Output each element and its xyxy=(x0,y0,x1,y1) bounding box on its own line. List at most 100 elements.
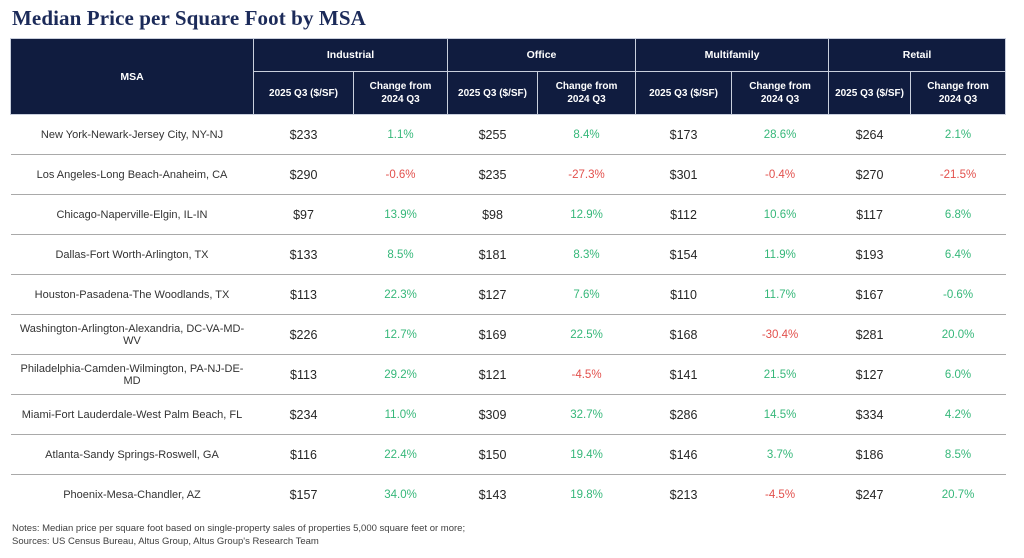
subheader-office-change: Change from 2024 Q3 xyxy=(537,71,637,115)
office-change: 7.6% xyxy=(537,274,636,315)
column-group-retail: Retail xyxy=(828,38,1007,72)
office-price: $143 xyxy=(447,474,538,515)
industrial-change: 1.1% xyxy=(353,114,448,155)
column-header-msa: MSA xyxy=(10,38,254,115)
retail-change: 4.2% xyxy=(910,394,1006,435)
table-body: New York-Newark-Jersey City, NY-NJ $233 1.… xyxy=(10,114,1006,515)
industrial-price: $97 xyxy=(253,194,354,235)
multifamily-price: $110 xyxy=(635,274,732,315)
multifamily-change: 11.9% xyxy=(731,234,829,275)
table-row: New York-Newark-Jersey City, NY-NJ $233 1.… xyxy=(10,114,1006,155)
table-row: Los Angeles-Long Beach-Anaheim, CA $290 -0… xyxy=(10,154,1006,195)
industrial-price: $113 xyxy=(253,354,354,395)
office-price: $98 xyxy=(447,194,538,235)
msa-name: Atlanta-Sandy Springs-Roswell, GA xyxy=(10,434,254,475)
office-price: $121 xyxy=(447,354,538,395)
retail-price: $127 xyxy=(828,354,911,395)
column-group-office: Office xyxy=(447,38,637,72)
subheader-industrial-price: 2025 Q3 ($/SF) xyxy=(253,71,354,115)
retail-change: 20.7% xyxy=(910,474,1006,515)
retail-price: $186 xyxy=(828,434,911,475)
industrial-change: 22.3% xyxy=(353,274,448,315)
retail-price: $247 xyxy=(828,474,911,515)
multifamily-price: $286 xyxy=(635,394,732,435)
multifamily-change: -4.5% xyxy=(731,474,829,515)
msa-name: Miami-Fort Lauderdale-West Palm Beach, F… xyxy=(10,394,254,435)
industrial-change: 12.7% xyxy=(353,314,448,355)
office-price: $181 xyxy=(447,234,538,275)
multifamily-price: $168 xyxy=(635,314,732,355)
office-price: $235 xyxy=(447,154,538,195)
multifamily-price: $213 xyxy=(635,474,732,515)
office-change: 8.3% xyxy=(537,234,636,275)
retail-change: -21.5% xyxy=(910,154,1006,195)
page-title: Median Price per Square Foot by MSA xyxy=(12,6,366,30)
industrial-price: $234 xyxy=(253,394,354,435)
multifamily-change: -0.4% xyxy=(731,154,829,195)
subheader-retail-price: 2025 Q3 ($/SF) xyxy=(828,71,912,115)
table-row: Miami-Fort Lauderdale-West Palm Beach, F… xyxy=(10,394,1006,435)
subheader-office-price: 2025 Q3 ($/SF) xyxy=(447,71,539,115)
office-change: 19.8% xyxy=(537,474,636,515)
industrial-price: $113 xyxy=(253,274,354,315)
multifamily-change: 10.6% xyxy=(731,194,829,235)
industrial-change: 11.0% xyxy=(353,394,448,435)
sources-line: Sources: US Census Bureau, Altus Group, … xyxy=(12,536,319,547)
msa-name: Los Angeles-Long Beach-Anaheim, CA xyxy=(10,154,254,195)
multifamily-change: 21.5% xyxy=(731,354,829,395)
multifamily-price: $146 xyxy=(635,434,732,475)
subheader-multifamily-price: 2025 Q3 ($/SF) xyxy=(635,71,733,115)
office-price: $169 xyxy=(447,314,538,355)
column-group-multifamily: Multifamily xyxy=(635,38,830,72)
multifamily-change: -30.4% xyxy=(731,314,829,355)
office-price: $150 xyxy=(447,434,538,475)
office-price: $309 xyxy=(447,394,538,435)
retail-price: $117 xyxy=(828,194,911,235)
table-row: Atlanta-Sandy Springs-Roswell, GA $116 22.… xyxy=(10,434,1006,475)
retail-price: $281 xyxy=(828,314,911,355)
industrial-price: $116 xyxy=(253,434,354,475)
industrial-price: $290 xyxy=(253,154,354,195)
office-price: $127 xyxy=(447,274,538,315)
msa-name: Phoenix-Mesa-Chandler, AZ xyxy=(10,474,254,515)
office-change: -4.5% xyxy=(537,354,636,395)
multifamily-change: 3.7% xyxy=(731,434,829,475)
retail-price: $167 xyxy=(828,274,911,315)
office-price: $255 xyxy=(447,114,538,155)
table-row: Houston-Pasadena-The Woodlands, TX $113 22… xyxy=(10,274,1006,315)
retail-price: $264 xyxy=(828,114,911,155)
industrial-change: 34.0% xyxy=(353,474,448,515)
office-change: 32.7% xyxy=(537,394,636,435)
multifamily-price: $141 xyxy=(635,354,732,395)
retail-price: $334 xyxy=(828,394,911,435)
footnotes: Notes: Median price per square foot base… xyxy=(12,522,1005,549)
office-change: 19.4% xyxy=(537,434,636,475)
industrial-change: 8.5% xyxy=(353,234,448,275)
table-row: Philadelphia-Camden-Wilmington, PA-NJ-DE… xyxy=(10,354,1006,395)
multifamily-change: 14.5% xyxy=(731,394,829,435)
table-row: Dallas-Fort Worth-Arlington, TX $133 8.5% $… xyxy=(10,234,1006,275)
industrial-price: $133 xyxy=(253,234,354,275)
msa-name: Houston-Pasadena-The Woodlands, TX xyxy=(10,274,254,315)
office-change: 22.5% xyxy=(537,314,636,355)
multifamily-price: $301 xyxy=(635,154,732,195)
table-row: Washington-Arlington-Alexandria, DC-VA-M… xyxy=(10,314,1006,355)
office-change: 12.9% xyxy=(537,194,636,235)
retail-change: -0.6% xyxy=(910,274,1006,315)
subheader-retail-change: Change from 2024 Q3 xyxy=(910,71,1007,115)
table-row: Phoenix-Mesa-Chandler, AZ $157 34.0% $143 19… xyxy=(10,474,1006,515)
table-header: MSA Industrial Office Multifamily Retail… xyxy=(10,38,1007,115)
msa-name: Dallas-Fort Worth-Arlington, TX xyxy=(10,234,254,275)
industrial-price: $226 xyxy=(253,314,354,355)
industrial-change: 22.4% xyxy=(353,434,448,475)
msa-name: Philadelphia-Camden-Wilmington, PA-NJ-DE… xyxy=(10,354,254,395)
msa-name: Chicago-Naperville-Elgin, IL-IN xyxy=(10,194,254,235)
industrial-change: 13.9% xyxy=(353,194,448,235)
msa-name: Washington-Arlington-Alexandria, DC-VA-M… xyxy=(10,314,254,355)
retail-price: $193 xyxy=(828,234,911,275)
industrial-price: $157 xyxy=(253,474,354,515)
multifamily-price: $112 xyxy=(635,194,732,235)
office-change: 8.4% xyxy=(537,114,636,155)
multifamily-price: $154 xyxy=(635,234,732,275)
retail-price: $270 xyxy=(828,154,911,195)
